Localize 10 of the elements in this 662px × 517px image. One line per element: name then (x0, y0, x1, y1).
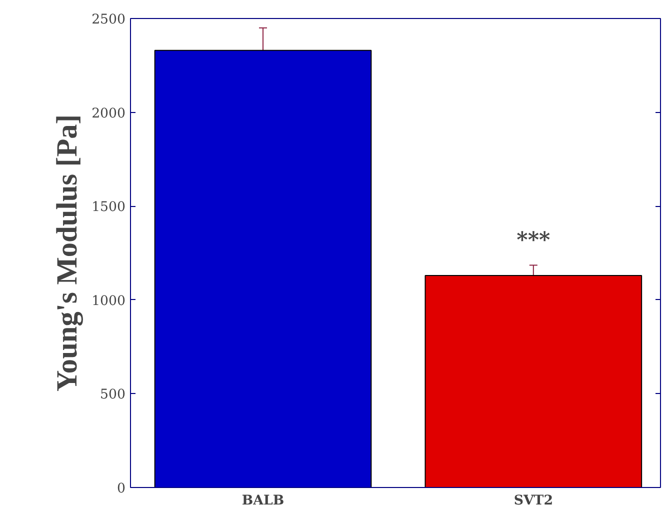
y-tick-label: 0 (117, 482, 126, 496)
x-tick-label: BALB (242, 492, 284, 508)
y-axis-title: Young's Modulus [Pa] (52, 114, 84, 392)
y-tick-label: 2000 (92, 106, 126, 122)
annotation: *** (516, 228, 550, 254)
y-tick-label: 1000 (92, 294, 126, 309)
y-tick-label: 2500 (92, 12, 126, 28)
y-tick-label: 500 (100, 388, 126, 403)
y-tick-label: 1500 (92, 200, 126, 216)
x-tick-label: SVT2 (514, 492, 553, 508)
